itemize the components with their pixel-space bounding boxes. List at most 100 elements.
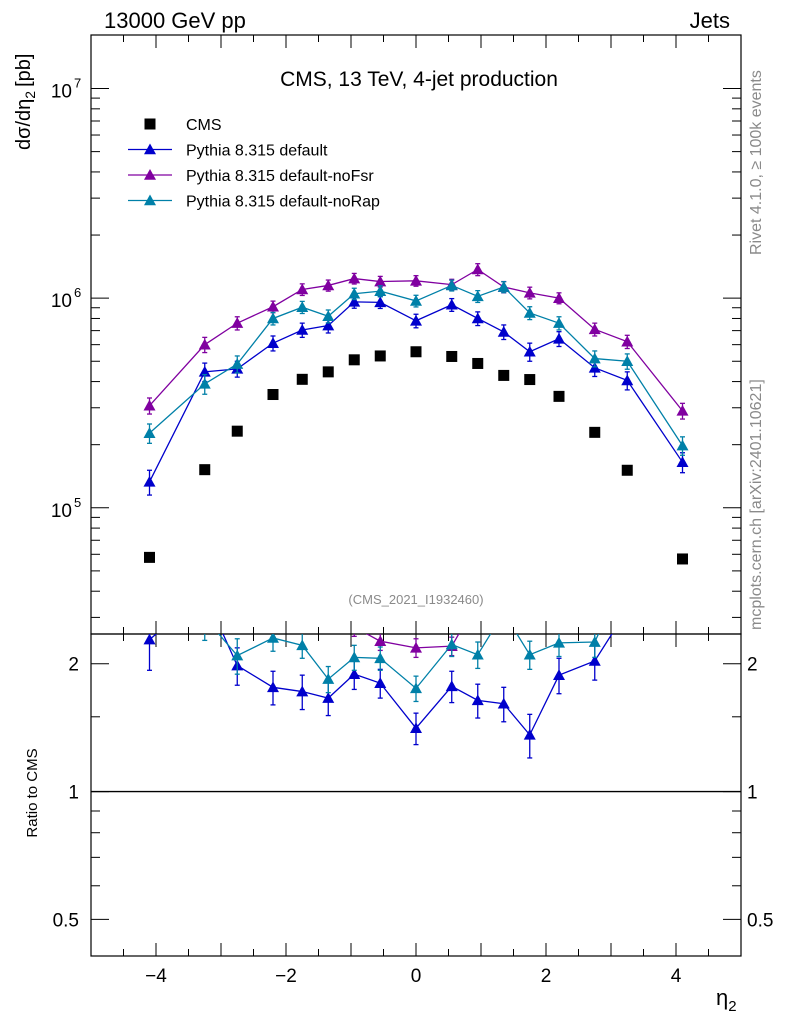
data-point-noRap <box>523 306 536 318</box>
cms-data-point <box>621 464 633 476</box>
data-point-noFsr <box>348 272 361 284</box>
data-point-noRap <box>410 294 422 306</box>
main-y-tick-label: 10 <box>51 501 72 522</box>
data-point-noRap <box>553 317 565 328</box>
legend-label-default: Pythia 8.315 default <box>186 143 328 160</box>
header-left-label: 13000 GeV pp <box>104 8 246 33</box>
axis-ticks <box>90 35 742 956</box>
main-y-axis-label-main: dσ/dη <box>13 99 35 150</box>
data-point-default <box>497 325 510 337</box>
ratio-data-point-noFsr <box>267 608 279 619</box>
ratio-data-point-noFsr <box>524 610 536 621</box>
main-y-tick-label-exponent: 7 <box>74 76 81 91</box>
series-cms <box>144 346 688 565</box>
main-y-axis-label-sub: 2 <box>22 91 38 99</box>
data-point-noRap <box>374 285 387 296</box>
series-line-noRap <box>149 284 684 446</box>
data-point-noFsr <box>553 292 565 303</box>
ratio-data-point-default <box>553 669 565 680</box>
ratio-data-point-default <box>296 685 309 697</box>
ratio-data-point-noRap <box>471 648 484 660</box>
series-line-noFsr <box>149 268 684 412</box>
data-point-default <box>374 296 387 308</box>
ratio-line-noRap <box>217 634 600 690</box>
cms-data-point <box>296 373 308 385</box>
cms-data-point <box>322 366 334 378</box>
ratio-data-point-default <box>143 634 156 645</box>
data-point-noRap <box>588 352 601 364</box>
data-point-noFsr <box>198 338 211 350</box>
ratio-data-point-noRap <box>267 634 279 643</box>
cms-data-point <box>348 354 360 366</box>
ratio-y-tick-label: 1 <box>68 783 79 804</box>
legend-marker-noRap <box>144 194 156 206</box>
data-point-noRap <box>322 310 335 322</box>
data-point-default <box>445 298 458 310</box>
data-point-noRap <box>348 287 361 299</box>
analysis-id-watermark: (CMS_2021_I1932460) <box>348 592 483 607</box>
legend-marker-default <box>144 143 156 155</box>
x-tick-label: 4 <box>671 966 682 987</box>
data-point-noFsr <box>410 274 422 286</box>
ratio-plot-series <box>143 485 689 759</box>
data-point-default <box>322 319 335 331</box>
ratio-data-point-noRap <box>498 607 510 618</box>
ratio-data-point-noFsr <box>553 587 565 598</box>
data-point-noFsr <box>471 263 484 275</box>
ratio-data-point-noRap <box>374 652 387 664</box>
data-point-default <box>198 365 211 377</box>
ratio-data-point-noFsr <box>296 604 308 615</box>
x-axis-label: η2 <box>716 985 737 1015</box>
main-y-tick-label-exponent: 5 <box>74 495 81 510</box>
ratio-data-point-default <box>471 694 484 706</box>
legend-marker-cms <box>144 118 156 130</box>
ratio-data-point-default <box>588 654 601 666</box>
data-point-default <box>143 475 156 487</box>
legend-label-cms: CMS <box>186 117 222 134</box>
data-point-noFsr <box>143 399 156 411</box>
ratio-data-point-default <box>374 677 387 688</box>
ratio-data-point-noRap <box>621 565 633 576</box>
main-y-tick-label: 10 <box>51 82 72 103</box>
ratio-data-point-default <box>410 722 422 734</box>
main-plot-title: CMS, 13 TeV, 4-jet production <box>280 68 558 91</box>
ratio-data-point-noRap <box>296 639 309 651</box>
ratio-y-tick-label: 0.5 <box>53 910 79 931</box>
ratio-data-point-default <box>621 604 633 615</box>
ratio-series-noRap <box>199 565 633 703</box>
data-point-default <box>296 323 309 335</box>
ratio-data-point-noRap <box>445 638 458 650</box>
data-point-noRap <box>143 427 156 438</box>
legend-label-noRap: Pythia 8.315 default-noRap <box>186 194 380 211</box>
ratio-data-point-noFsr <box>231 567 243 578</box>
ratio-data-point-noFsr <box>498 607 510 618</box>
ratio-data-point-default <box>322 692 335 703</box>
x-tick-label: 2 <box>541 966 552 987</box>
ratio-data-point-noFsr <box>348 621 360 632</box>
legend-marker-noFsr <box>144 169 156 180</box>
data-point-default <box>676 456 689 467</box>
data-point-noFsr <box>676 404 689 416</box>
data-point-noFsr <box>322 279 335 291</box>
ratio-y-tick-label-right: 0.5 <box>747 910 773 931</box>
data-point-default <box>410 314 422 326</box>
cms-data-point <box>144 551 155 563</box>
data-point-noFsr <box>267 300 279 312</box>
data-point-noFsr <box>523 286 536 298</box>
rivet-version-label: Rivet 4.1.0, ≥ 100k events <box>748 70 765 255</box>
data-point-default <box>523 345 536 357</box>
ratio-data-point-noFsr <box>677 485 689 496</box>
ratio-data-point-noFsr <box>199 532 211 543</box>
ratio-y-tick-label-right: 1 <box>747 783 758 804</box>
legend-item-noRap: Pythia 8.315 default-noRap <box>128 194 380 211</box>
data-point-noRap <box>497 281 510 292</box>
legend-label-noFsr: Pythia 8.315 default-noFsr <box>186 168 374 185</box>
ratio-data-point-noRap <box>410 682 422 694</box>
ratio-data-point-noRap <box>199 611 211 622</box>
data-point-noFsr <box>231 317 244 328</box>
cms-data-point <box>498 369 510 381</box>
series-default <box>143 295 689 496</box>
cms-data-point <box>524 374 536 386</box>
